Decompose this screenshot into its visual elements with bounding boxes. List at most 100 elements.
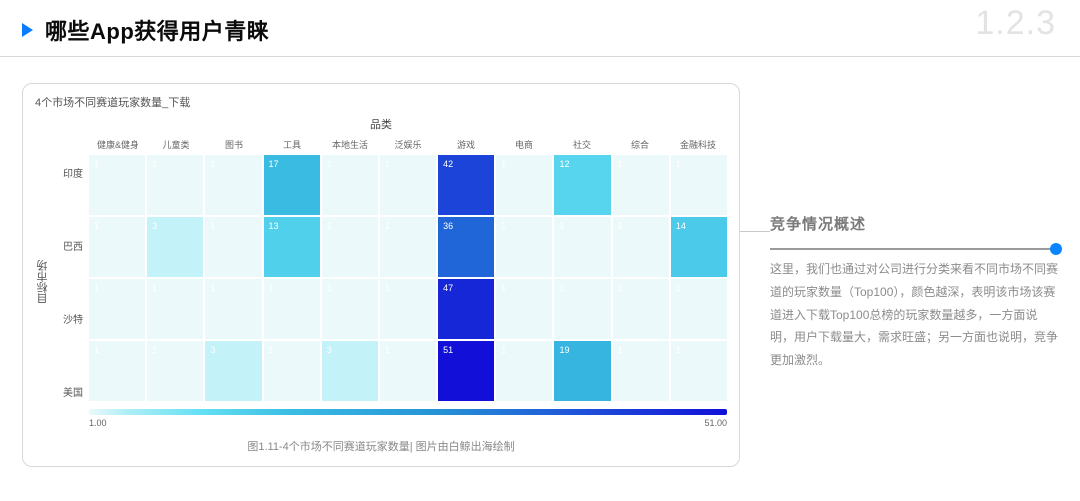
cell-value: 1: [618, 283, 623, 293]
cell-value: 1: [94, 159, 99, 169]
sidebar-title: 竞争情况概述: [770, 213, 1058, 234]
cell-value: 1: [94, 345, 99, 355]
page-title: 哪些App获得用户青睐: [45, 14, 269, 46]
heatmap-cell: 1: [554, 279, 610, 339]
color-scale-bar: [89, 409, 727, 415]
sidebar: 竞争情况概述 这里，我们也通过对公司进行分类来看不同市场不同赛道的玩家数量（To…: [770, 83, 1058, 467]
sidebar-divider: [770, 248, 1058, 250]
cell-value: 1: [152, 159, 157, 169]
heatmap-cell: 3: [205, 341, 261, 401]
cell-value: 1: [210, 283, 215, 293]
heatmap-cell: 1: [380, 217, 436, 277]
connector-line: [740, 231, 770, 232]
cell-value: 1: [618, 159, 623, 169]
heatmap-cell: 1: [147, 155, 203, 215]
heatmap-cell: 1: [613, 155, 669, 215]
row-label: 美国: [55, 362, 83, 422]
cell-value: 1: [501, 159, 506, 169]
column-header: 健康&健身: [89, 136, 147, 153]
column-header: 泛娱乐: [379, 136, 437, 153]
heatmap-cell: 14: [671, 217, 727, 277]
cell-value: 1: [559, 283, 564, 293]
cell-value: 1: [501, 221, 506, 231]
heatmap-cell: 1: [496, 341, 552, 401]
cell-value: 1: [385, 159, 390, 169]
sidebar-body: 这里，我们也通过对公司进行分类来看不同市场不同赛道的玩家数量（Top100），颜…: [770, 258, 1058, 372]
heatmap-cell: 1: [205, 155, 261, 215]
heatmap-cell: 1: [89, 217, 145, 277]
heatmap-cell: 1: [671, 155, 727, 215]
cell-value: 14: [676, 221, 686, 231]
column-header: 图书: [205, 136, 263, 153]
row-labels: 印度巴西沙特美国: [55, 136, 83, 428]
heatmap-cell: 1: [380, 155, 436, 215]
heatmap-grid-wrap: 目标市场 印度巴西沙特美国 健康&健身儿童类图书工具本地生活泛娱乐游戏电商社交综…: [35, 136, 727, 428]
column-header: 游戏: [437, 136, 495, 153]
heatmap-cell: 3: [322, 341, 378, 401]
heatmap-cell: 1: [380, 279, 436, 339]
cell-value: 1: [269, 283, 274, 293]
section-number: 1.2.3: [975, 4, 1056, 43]
cell-value: 1: [152, 283, 157, 293]
column-header: 儿童类: [147, 136, 205, 153]
cell-value: 1: [94, 221, 99, 231]
cell-value: 42: [443, 159, 453, 169]
cell-value: 51: [443, 345, 453, 355]
cell-value: 3: [327, 345, 332, 355]
cell-value: 1: [618, 221, 623, 231]
cell-value: 1: [385, 345, 390, 355]
scale-min: 1.00: [89, 418, 107, 428]
cell-value: 19: [559, 345, 569, 355]
column-header: 工具: [263, 136, 321, 153]
cell-value: 1: [501, 283, 506, 293]
heatmap-cell: 1: [205, 279, 261, 339]
heatmap-cell: 1: [613, 279, 669, 339]
heatmap-body: 健康&健身儿童类图书工具本地生活泛娱乐游戏电商社交综合金融科技 11117114…: [89, 136, 727, 428]
heatmap-cell: 1: [671, 341, 727, 401]
cell-value: 1: [385, 283, 390, 293]
cell-value: 36: [443, 221, 453, 231]
heatmap-card: 4个市场不同赛道玩家数量_下载 品类 目标市场 印度巴西沙特美国 健康&健身儿童…: [22, 83, 740, 467]
cell-value: 1: [94, 283, 99, 293]
heatmap-cell: 1: [322, 155, 378, 215]
cell-value: 1: [676, 283, 681, 293]
cell-value: 1: [327, 159, 332, 169]
chart-caption: 图1.11-4个市场不同赛道玩家数量| 图片由白鲸出海绘制: [35, 438, 727, 454]
content-area: 4个市场不同赛道玩家数量_下载 品类 目标市场 印度巴西沙特美国 健康&健身儿童…: [0, 57, 1080, 479]
heatmap-cell: 47: [438, 279, 494, 339]
cell-value: 47: [443, 283, 453, 293]
column-header: 金融科技: [669, 136, 727, 153]
column-header: 综合: [611, 136, 669, 153]
heatmap-cell: 3: [147, 217, 203, 277]
heatmap-cell: 1: [89, 279, 145, 339]
y-axis-label: 目标市场: [35, 136, 51, 428]
heatmap-cell: 1: [496, 279, 552, 339]
heatmap-cell: 1: [89, 155, 145, 215]
cell-value: 1: [152, 345, 157, 355]
heatmap-cell: 1: [613, 341, 669, 401]
color-scale-ticks: 1.00 51.00: [89, 418, 727, 428]
heatmap-cell: 42: [438, 155, 494, 215]
cell-value: 3: [210, 345, 215, 355]
cell-value: 1: [559, 221, 564, 231]
column-header: 社交: [553, 136, 611, 153]
heatmap-cell: 1: [613, 217, 669, 277]
heatmap-cell: 12: [554, 155, 610, 215]
cell-value: 12: [559, 159, 569, 169]
cell-value: 1: [327, 221, 332, 231]
heatmap-cell: 1: [554, 217, 610, 277]
scale-max: 51.00: [704, 418, 727, 428]
heatmap-cell: 1: [322, 279, 378, 339]
cell-value: 1: [385, 221, 390, 231]
cell-value: 1: [676, 345, 681, 355]
row-label: 印度: [55, 143, 83, 203]
column-header: 电商: [495, 136, 553, 153]
header-triangle-icon: [22, 23, 33, 37]
cell-value: 1: [676, 159, 681, 169]
column-header: 本地生活: [321, 136, 379, 153]
heatmap-cell: 1: [264, 279, 320, 339]
heatmap-cell: 1: [496, 217, 552, 277]
cell-value: 1: [210, 159, 215, 169]
row-label: 沙特: [55, 289, 83, 349]
cell-value: 1: [618, 345, 623, 355]
